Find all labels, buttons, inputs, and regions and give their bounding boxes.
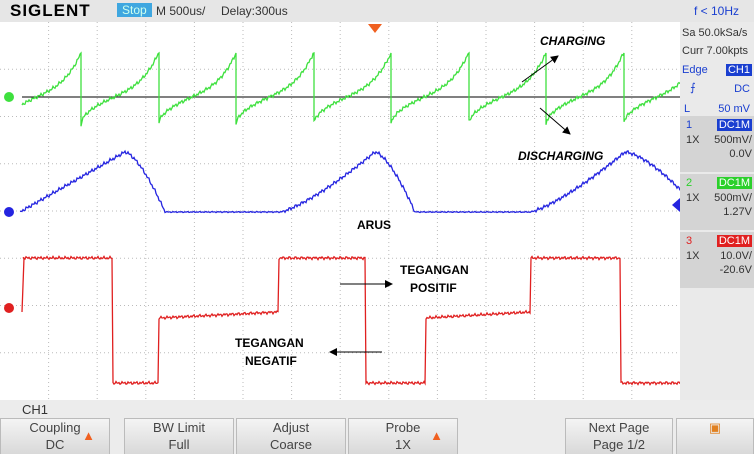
channel-number: 3: [686, 235, 693, 247]
positive-label: POSITIF: [410, 281, 457, 295]
level-prefix: L: [684, 103, 691, 115]
trigger-type: Edge: [682, 64, 708, 76]
channel-offset: 1.27V: [723, 206, 752, 218]
channel-number: 2: [686, 177, 693, 189]
menu-button[interactable]: Adjust Coarse: [236, 418, 346, 454]
menu-button[interactable]: BW Limit Full: [124, 418, 234, 454]
menu-label: Probe: [385, 420, 421, 435]
channel-1-right-marker: [672, 198, 680, 212]
channel-1-trace: [19, 149, 680, 214]
frequency: f < 10Hz: [694, 4, 740, 18]
menu-arrow: ▲: [430, 428, 443, 443]
trigger-coupling: DC: [734, 83, 750, 95]
channel-probe: 1X: [686, 250, 700, 262]
positive-label: TEGANGAN: [400, 263, 469, 277]
menu-button[interactable]: Next Page Page 1/2: [565, 418, 673, 454]
channel-2-trace: [21, 51, 680, 127]
menu-button[interactable]: Probe 1X ▲: [348, 418, 458, 454]
brand: SIGLENT: [10, 1, 91, 20]
current-label: ARUS: [357, 218, 391, 232]
menu-label: Next Page: [588, 420, 650, 435]
menu-value: Page 1/2: [592, 437, 646, 452]
channel-scale: 10.0V/: [720, 250, 752, 262]
channel-panel: 1 DC1M 1X 500mV/0.0V: [680, 116, 754, 172]
channel-coupling: DC1M: [716, 235, 752, 247]
side-panel: Sa 50.0kSa/s Curr 7.00kpts Edge CH1 ⨍ DC…: [680, 22, 754, 400]
trigger-position: [368, 24, 382, 33]
channel-coupling: DC1M: [716, 177, 752, 189]
top-bar: SIGLENT Stop M 500us/ Delay:300us f < 10…: [0, 0, 754, 22]
channel-offset: 0.0V: [729, 148, 752, 160]
negative-label: NEGATIF: [245, 354, 297, 368]
menu-value: DC: [45, 437, 65, 452]
channel-2-marker: [4, 92, 14, 102]
sample-rate: Sa 50.0kSa/s: [682, 27, 748, 39]
channel-1-marker: [4, 207, 14, 217]
channel-number: 1: [686, 119, 693, 131]
menu-label: Adjust: [272, 420, 310, 435]
delay: Delay:300us: [221, 4, 288, 18]
channel-3-marker: [4, 303, 14, 313]
menu-value: Coarse: [270, 437, 312, 452]
waveform-area: CHARGING DISCHARGING ARUS TEGANGAN POSIT…: [0, 22, 680, 400]
menu-label: Coupling: [29, 420, 81, 435]
negative-label: TEGANGAN: [235, 336, 304, 350]
channel-panel: 2 DC1M 1X 500mV/1.27V: [680, 174, 754, 230]
menu-button[interactable]: Coupling DC ▲: [0, 418, 110, 454]
discharging-label: DISCHARGING: [518, 149, 603, 163]
trigger-source: CH1: [725, 64, 752, 76]
menu-value: Full: [168, 437, 190, 452]
memory-depth: Curr 7.00kpts: [682, 45, 749, 57]
grid: [0, 22, 680, 400]
channel-scale: 500mV/: [714, 192, 752, 204]
channel-offset: -20.6V: [719, 264, 752, 276]
charging-arrow: [521, 55, 559, 83]
timebase: M 500us/: [156, 4, 206, 18]
channel-panel: 3 DC1M 1X 10.0V/ -20.6V: [680, 232, 754, 288]
menu-bar: CH1 Coupling DC ▲ BW Limit Full Adjust Coarse P…: [0, 400, 754, 454]
trigger-slope: ⨍: [690, 82, 696, 94]
utility-icon[interactable]: ▣: [676, 418, 754, 454]
channel-probe: 1X: [686, 192, 700, 204]
menu-label: BW Limit: [153, 420, 205, 435]
run-status: Stop: [117, 3, 152, 17]
channel-probe: 1X: [686, 134, 700, 146]
menu-arrow: ▲: [82, 428, 95, 443]
trigger-level: 50 mV: [718, 103, 750, 115]
menu-value: 1X: [395, 437, 411, 452]
channel-scale: 500mV/: [714, 134, 752, 146]
menu-channel: CH1: [22, 402, 49, 417]
channel-coupling: DC1M: [716, 119, 752, 131]
channel-3-trace: [21, 255, 680, 386]
charging-label: CHARGING: [540, 34, 605, 48]
discharging-arrow: [539, 107, 571, 135]
